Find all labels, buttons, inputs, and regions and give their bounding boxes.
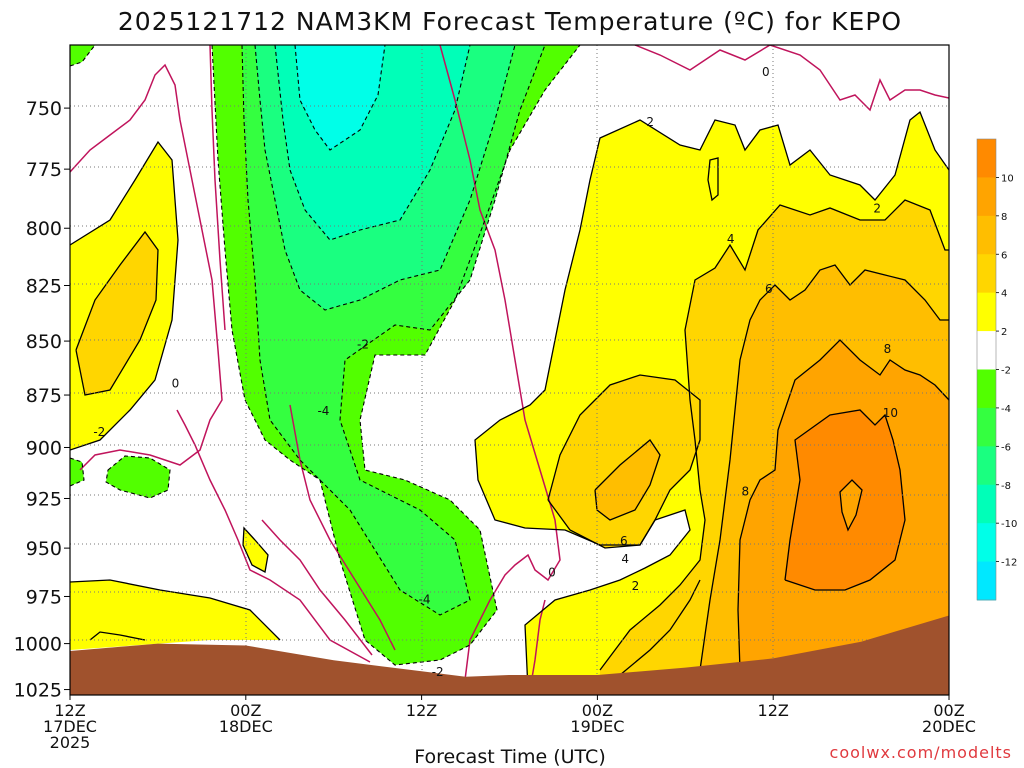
colorbar-label: 10	[1001, 173, 1014, 184]
colorbar-bin	[977, 254, 996, 294]
contour-label: 2	[632, 579, 640, 593]
zero-isotherm-lines	[70, 45, 949, 691]
contour-label: 4	[727, 232, 735, 246]
cold-blob-edge	[70, 458, 84, 486]
cold-corner-topleft	[70, 45, 95, 66]
positive-isotherm-lines	[70, 110, 949, 691]
y-tick-label: 875	[26, 385, 62, 407]
colorbar-bin	[977, 446, 996, 486]
contour-label: 0	[762, 65, 770, 79]
x-tick-label: 12Z	[54, 701, 85, 720]
x-tick-label: 2025	[50, 733, 91, 752]
contour-label: 0	[548, 565, 556, 579]
x-tick-label: 12Z	[758, 701, 789, 720]
colorbar-bin	[977, 484, 996, 524]
contour-label: 8	[884, 342, 892, 356]
colorbar-bin	[977, 561, 996, 601]
colorbar-label: 8	[1001, 212, 1007, 223]
terrain-below-ground	[70, 615, 949, 695]
colorbar-bin	[977, 292, 996, 332]
y-axis: 750 775 800 825 850 875 900 925 950 975 1000 1025	[14, 98, 70, 702]
y-tick-label: 800	[26, 218, 62, 240]
contour-label: 10	[883, 406, 898, 420]
x-tick-label: 20DEC	[922, 717, 976, 736]
colorbar-label: 2	[1001, 327, 1007, 338]
contour-label: -2	[93, 425, 105, 439]
x-tick-label: 19DEC	[570, 717, 624, 736]
y-tick-label: 750	[26, 98, 62, 120]
warm-blob-small	[243, 528, 268, 572]
x-tick-label: 17DEC	[43, 717, 97, 736]
contour-fill-layer	[70, 45, 949, 695]
x-tick-label: 18DEC	[219, 717, 273, 736]
warm-lower-left	[70, 580, 280, 650]
colorbar-label: -4	[1001, 404, 1011, 415]
y-tick-label: 925	[26, 488, 62, 510]
negative-isotherm-lines	[70, 45, 581, 666]
colorbar-bin	[977, 139, 996, 178]
y-tick-label: 950	[26, 538, 62, 560]
contour-label: 8	[742, 484, 750, 498]
contour-label: -4	[317, 404, 329, 418]
contour-label: 2	[646, 115, 654, 129]
colorbar-bin	[977, 407, 996, 447]
x-axis-title: Forecast Time (UTC)	[414, 746, 605, 768]
y-tick-label: 825	[26, 276, 62, 298]
warm-pocket	[840, 480, 862, 530]
contour-label: 0	[172, 376, 180, 390]
colorbar-bin	[977, 523, 996, 563]
colorbar-bin	[977, 177, 996, 217]
x-tick-label: 12Z	[406, 701, 437, 720]
y-tick-label: 900	[26, 437, 62, 459]
contour-label: 4	[621, 552, 629, 566]
chart-title: 2025121712 NAM3KM Forecast Temperature (…	[118, 7, 902, 36]
warm-lobe-plus6	[595, 440, 660, 520]
colorbar-bin	[977, 331, 996, 370]
y-tick-label: 850	[26, 331, 62, 353]
contour-label: -2	[432, 665, 444, 679]
colorbar-label: 6	[1001, 250, 1007, 261]
contour-label: 6	[765, 282, 773, 296]
x-tick-label: 00Z	[933, 701, 964, 720]
colorbar-label: 4	[1001, 289, 1007, 300]
colorbar-label: -8	[1001, 481, 1011, 492]
y-tick-label: 975	[26, 586, 62, 608]
x-tick-label: 00Z	[230, 701, 261, 720]
y-tick-label: 775	[26, 159, 62, 181]
plot-frame	[69, 44, 950, 696]
colorbar-label: -12	[1001, 558, 1017, 569]
y-tick-label: 1000	[14, 634, 62, 656]
colorbar-label: -6	[1001, 442, 1011, 453]
warm-left-plus4	[76, 232, 158, 395]
colorbar: 10 8 6 4 2 -2 -4 -6 -8 -10 -12	[976, 138, 1017, 601]
contour-label: -4	[419, 592, 431, 606]
x-tick-label: 00Z	[582, 701, 613, 720]
colorbar-label: -10	[1001, 519, 1017, 530]
y-tick-label: 1025	[14, 680, 62, 702]
cold-region-minus10	[295, 45, 385, 150]
colorbar-bin	[977, 215, 996, 255]
colorbar-label: -2	[1001, 366, 1011, 377]
contour-label: 6	[620, 534, 628, 548]
credit-text: coolwx.com/modelts	[830, 743, 1012, 762]
cold-blob-left	[106, 456, 170, 498]
contour-label: 2	[873, 202, 881, 216]
colorbar-bin	[977, 369, 996, 409]
contour-label: -2	[357, 337, 369, 351]
